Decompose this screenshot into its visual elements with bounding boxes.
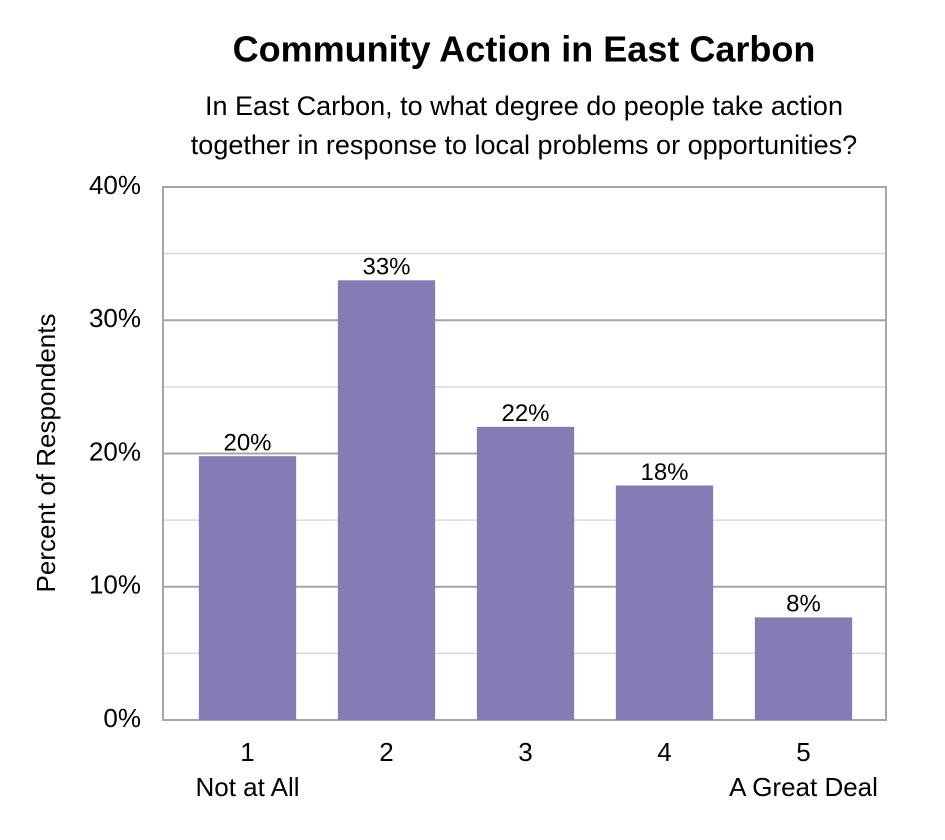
value-label: 18% [640, 459, 688, 486]
value-label: 20% [223, 430, 271, 457]
value-label: 8% [786, 591, 821, 618]
value-label: 33% [362, 254, 410, 281]
y-tick-label: 20% [89, 436, 141, 466]
x-tick-label: 5 [796, 737, 810, 767]
bar [754, 617, 853, 720]
chart-title: Community Action in East Carbon [233, 29, 816, 70]
x-tick-label: 4 [657, 737, 671, 767]
bar [615, 485, 714, 720]
bar [337, 280, 436, 720]
y-tick-label: 40% [89, 170, 141, 200]
chart-subtitle: In East Carbon, to what degree do people… [205, 91, 843, 121]
chart-subtitle: together in response to local problems o… [191, 130, 857, 160]
x-tick-sublabel: A Great Deal [729, 772, 878, 802]
bar [476, 426, 575, 720]
y-tick-label: 30% [89, 303, 141, 333]
x-tick-label: 1 [240, 737, 254, 767]
y-axis-label: Percent of Respondents [31, 314, 61, 593]
bar [198, 456, 297, 720]
y-tick-label: 0% [103, 703, 141, 733]
x-tick-sublabel: Not at All [195, 772, 299, 802]
x-tick-label: 3 [518, 737, 532, 767]
x-tick-label: 2 [379, 737, 393, 767]
y-tick-label: 10% [89, 570, 141, 600]
value-label: 22% [501, 400, 549, 427]
